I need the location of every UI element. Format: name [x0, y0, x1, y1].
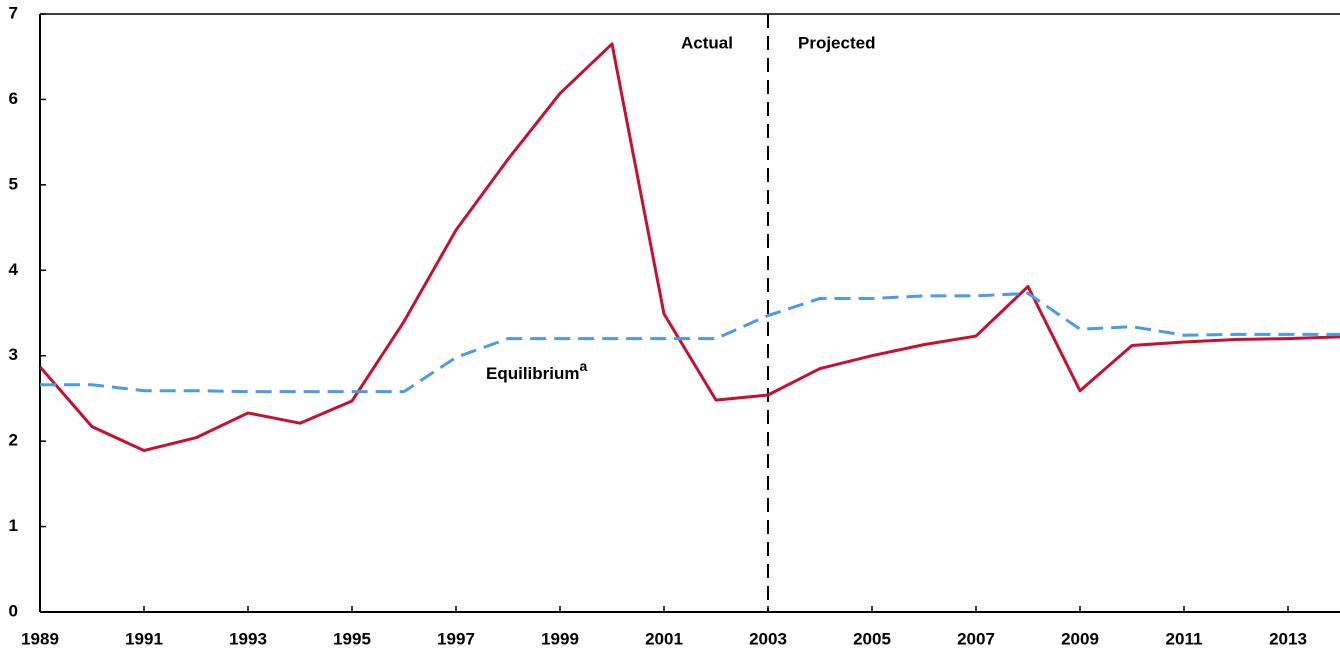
series-name: Equilibrium [486, 364, 580, 383]
x-tick-label: 1999 [541, 629, 579, 648]
y-tick-label: 0 [9, 601, 18, 620]
x-tick-label: 2009 [1061, 629, 1099, 648]
series-line [40, 42, 1340, 453]
y-tick-label: 6 [9, 89, 18, 108]
series-line [40, 291, 1340, 394]
y-tick-label: 3 [9, 345, 18, 364]
x-tick-label: 2003 [749, 629, 787, 648]
y-tick-label: 4 [9, 260, 19, 279]
footnote-marker: a [580, 358, 588, 374]
x-tick-label: 2001 [645, 629, 683, 648]
x-tick-label: 1991 [125, 629, 163, 648]
series-label: Equilibriuma [486, 358, 588, 384]
x-tick-label: 2005 [853, 629, 891, 648]
plot-area [40, 42, 1340, 453]
y-tick-label: 7 [9, 3, 18, 22]
x-tick-label: 2011 [1166, 629, 1203, 648]
x-tick-label: 1989 [21, 629, 59, 648]
y-tick-label: 1 [9, 516, 18, 535]
y-tick-label: 2 [9, 431, 18, 450]
divider-left-label: Actual [681, 33, 733, 52]
x-tick-label: 1995 [333, 629, 371, 648]
x-tick-label: 1993 [229, 629, 267, 648]
x-tick-label: 2007 [957, 629, 995, 648]
divider-right-label: Projected [798, 33, 875, 52]
x-tick-label: 2013 [1269, 629, 1307, 648]
x-tick-label: 1997 [437, 629, 475, 648]
y-tick-label: 5 [9, 174, 18, 193]
